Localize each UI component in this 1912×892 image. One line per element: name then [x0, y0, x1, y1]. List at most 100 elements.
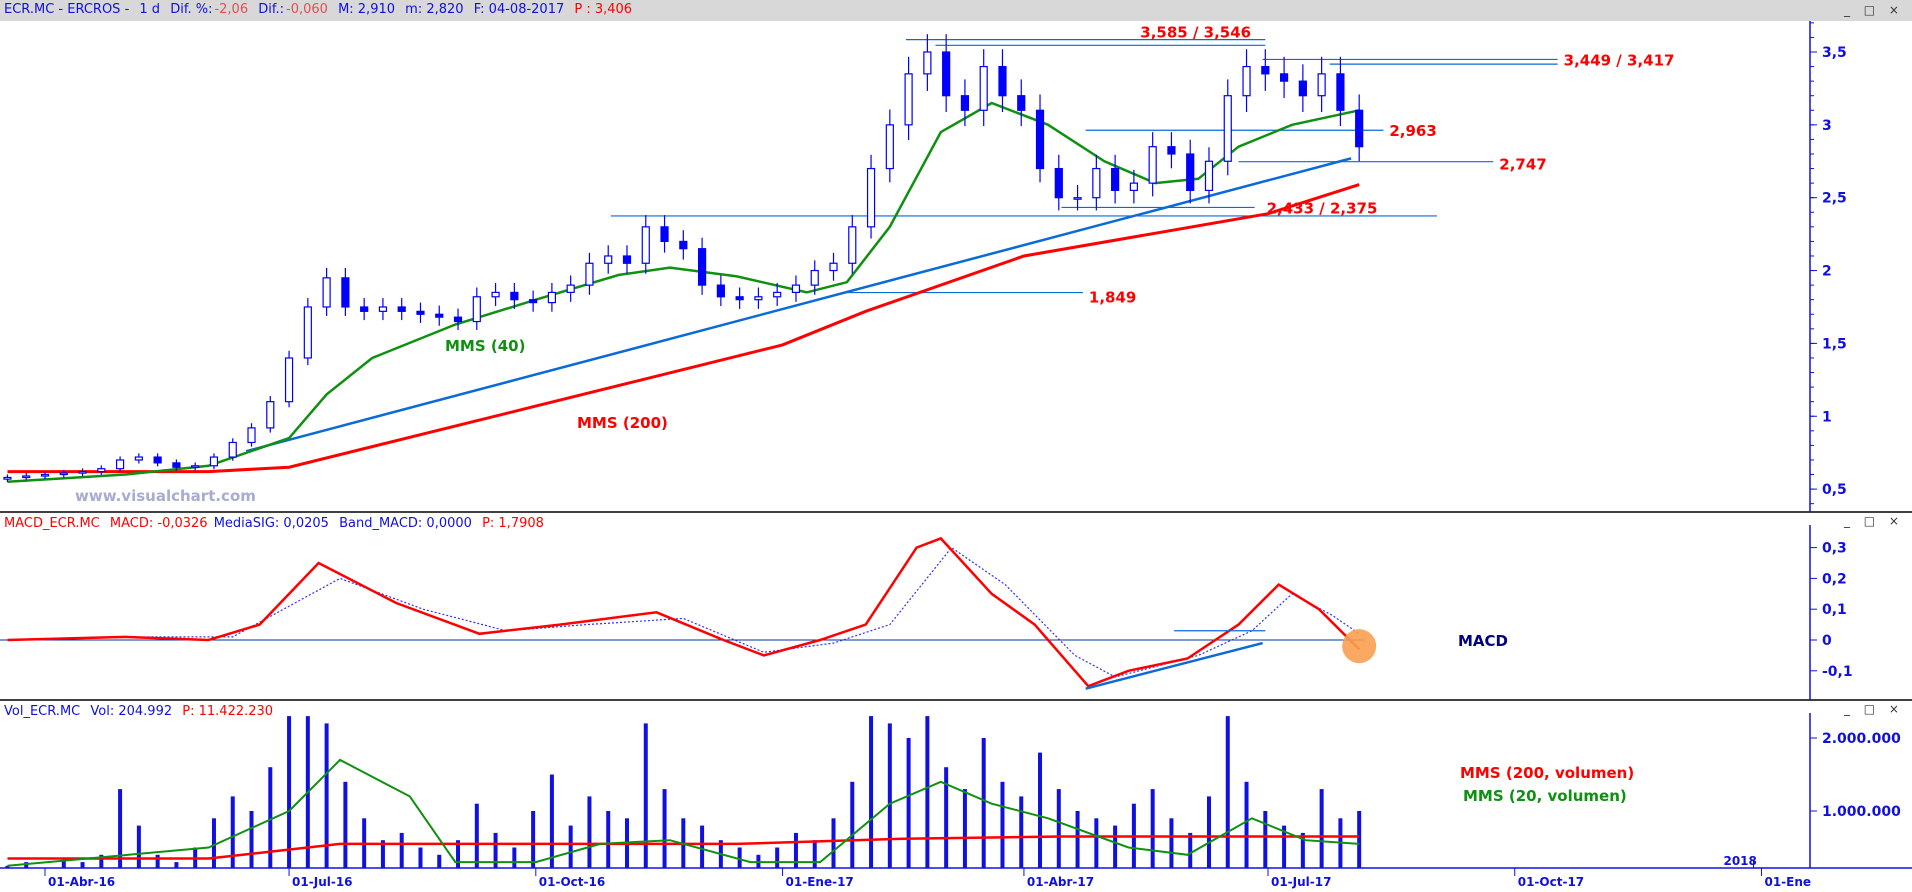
- mms40-label: MMS (40): [445, 337, 525, 355]
- volume-bar: [1225, 716, 1230, 868]
- period: 1 d: [139, 2, 161, 17]
- volume-bar: [831, 818, 836, 868]
- volume-bar: [118, 789, 123, 868]
- macd-p: P: 1,7908: [482, 516, 544, 531]
- volume-bar: [793, 832, 798, 868]
- date-tick-label: 01-Ene: [1764, 875, 1811, 889]
- candle-body: [1167, 146, 1176, 155]
- macd-trend-line: [1085, 641, 1263, 690]
- volume-mms200-line: [7, 835, 1360, 860]
- candle-body: [491, 291, 500, 298]
- vol-panel-title: Vol_ECR.MC Vol: 204.992 P: 11.422.230: [4, 704, 279, 719]
- candle-body: [1242, 65, 1251, 97]
- candle-body: [829, 262, 838, 272]
- volume-bar: [662, 789, 667, 868]
- macd-window-controls[interactable]: _ □ ×: [1843, 514, 1904, 528]
- candle-body: [78, 471, 87, 474]
- price-tick-label: 1,5: [1822, 336, 1847, 352]
- candle-body: [397, 306, 406, 312]
- date-tick-label: 01-Jul-17: [1271, 875, 1331, 889]
- volume-bar: [812, 840, 817, 868]
- volume-bar: [681, 818, 686, 868]
- price-tick-label: 2: [1822, 264, 1832, 280]
- volume-bar: [230, 796, 235, 868]
- price-window-controls[interactable]: _ □ ×: [1843, 3, 1904, 17]
- candle-body: [1111, 167, 1120, 192]
- candle-body: [303, 306, 312, 359]
- dif-label: Dif.:: [258, 2, 284, 17]
- level-label: 1,849: [1089, 289, 1136, 307]
- candle-body: [679, 240, 688, 250]
- watermark: www.visualchart.com: [75, 487, 256, 505]
- price-tick-label: 1: [1822, 409, 1832, 425]
- volume-bar: [962, 789, 967, 868]
- volume-bar: [925, 716, 930, 868]
- price-value: P : 3,406: [574, 2, 633, 17]
- candle-body: [773, 291, 782, 298]
- candle-body: [960, 95, 970, 111]
- candle-body: [716, 284, 725, 298]
- candle-body: [40, 473, 50, 477]
- candle-body: [360, 306, 369, 312]
- candle-body: [641, 226, 650, 264]
- candle-body: [1298, 80, 1307, 97]
- price-tick-label: 3,5: [1822, 45, 1847, 61]
- volume-bar: [174, 862, 179, 868]
- volume-bar: [1319, 789, 1324, 868]
- volume-bar: [1282, 825, 1287, 868]
- candle-body: [735, 296, 744, 301]
- candle-body: [1186, 153, 1195, 192]
- candle-body: [153, 456, 162, 464]
- candle-body: [566, 284, 575, 294]
- volume-bar: [474, 803, 479, 868]
- mms200-line: [7, 183, 1360, 474]
- macd-panel: [0, 536, 1377, 690]
- volume-bar: [944, 767, 949, 868]
- volume-bar: [531, 811, 536, 868]
- min-value: m: 2,820: [405, 2, 464, 17]
- volume-bar: [493, 832, 498, 868]
- volume-bar: [906, 738, 911, 868]
- volume-bar: [1000, 781, 1005, 868]
- date-tick-label: 01-Abr-17: [1027, 875, 1094, 889]
- vol-name: Vol_ECR.MC: [4, 704, 81, 719]
- volume-bar: [1038, 752, 1043, 868]
- volume-bar: [61, 858, 66, 868]
- volume-bar: [211, 818, 216, 868]
- vol-window-controls[interactable]: _ □ ×: [1843, 702, 1904, 716]
- candle-body: [1261, 65, 1270, 75]
- volume-bar: [1263, 811, 1268, 868]
- level-label: 2,433 / 2,375: [1267, 199, 1378, 217]
- macd-tick-label: 0,1: [1822, 602, 1847, 618]
- candle-body: [172, 462, 181, 468]
- macd-sig: MediaSIG: 0,0205: [213, 516, 329, 531]
- level-label: 3,449 / 3,417: [1564, 51, 1675, 69]
- volume-bar: [850, 781, 855, 868]
- candle-body: [3, 476, 12, 480]
- dif: -0,060: [286, 2, 328, 17]
- macd-tick-label: -0,1: [1822, 664, 1853, 680]
- volume-bar: [1056, 789, 1061, 868]
- candle-body: [472, 296, 481, 323]
- candle-body: [453, 316, 463, 323]
- volume-bar: [1075, 811, 1080, 868]
- candle-body: [247, 427, 256, 444]
- candle-body: [378, 306, 388, 312]
- candle-body: [1148, 146, 1157, 184]
- volume-bar: [1206, 796, 1211, 868]
- level-label: 2,963: [1389, 122, 1436, 140]
- date-tick-label: 01-Abr-16: [48, 875, 115, 889]
- candle-body: [885, 124, 894, 170]
- candle-body: [22, 475, 31, 479]
- volume-bar: [343, 781, 348, 868]
- volume-bar: [568, 825, 573, 868]
- price-panel-header: [0, 0, 1912, 21]
- volume-bar: [1188, 832, 1193, 868]
- volume-bar: [1169, 818, 1174, 868]
- volume-bar: [249, 811, 254, 868]
- macd-tick-label: 0,3: [1822, 541, 1847, 557]
- volume-bar: [136, 825, 141, 868]
- mms200-label: MMS (200): [577, 414, 668, 432]
- macd-band: Band_MACD: 0,0000: [339, 516, 472, 531]
